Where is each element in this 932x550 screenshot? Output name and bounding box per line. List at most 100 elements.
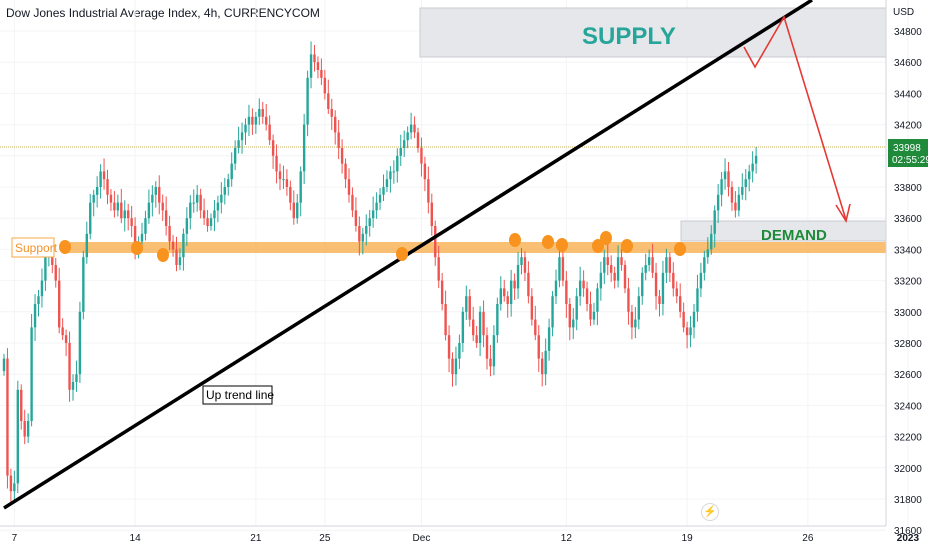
candle-body [120,202,123,219]
candle-body [630,311,634,328]
demand-label: DEMAND [761,227,827,244]
candle-body [44,257,47,281]
candle-body [634,319,637,328]
y-tick-label: 32600 [894,370,922,381]
candle-body [465,296,468,312]
lightning-icon[interactable]: ⚡ [701,503,719,521]
trend-label-box[interactable]: Up trend line [202,385,274,405]
candle-body [261,109,264,117]
candle-body [171,241,175,250]
support-touch-marker[interactable] [600,231,612,245]
candle-body [40,280,44,297]
support-touch-marker[interactable] [59,240,71,254]
bar-countdown: 02:55:29 [892,155,931,166]
candle-body [268,124,271,141]
support-touch-marker[interactable] [674,242,686,256]
candle-body [396,155,399,172]
candle-body [654,272,658,297]
candle-body [447,335,451,359]
support-touch-marker[interactable] [621,239,633,253]
candle-body [554,280,558,297]
candle-body [130,218,133,226]
candle-body [147,202,151,219]
candle-body [527,272,530,297]
candle-body [699,272,703,289]
candle-body [710,233,713,250]
candle-body [309,54,313,78]
candle-body [544,350,547,375]
candle-body [361,233,364,242]
x-tick-label: 21 [250,533,262,544]
candle-body [271,140,275,156]
candle-body [206,218,209,226]
current-price-tag[interactable]: 33998 02:55:29 [888,139,931,167]
candle-body [420,148,423,164]
candle-body [13,483,16,492]
candle-body [175,249,178,265]
candle-body [506,296,509,304]
candle-body [244,124,247,133]
candle-body [344,163,347,180]
candle-body [82,257,85,312]
candle-body [568,304,571,328]
support-touch-marker[interactable] [556,238,568,252]
candle-body [337,132,340,148]
candle-body [151,194,154,203]
candle-body [478,311,482,343]
candle-body [33,304,37,328]
candle-body [558,257,561,281]
support-touch-marker[interactable] [157,248,169,262]
candle-body [106,179,109,195]
candle-body [196,194,199,203]
candle-body [2,358,6,372]
candle-body [637,296,640,320]
support-touch-marker[interactable] [131,241,143,255]
support-band[interactable] [62,242,886,253]
candle-body [144,218,147,234]
candle-body [64,335,68,343]
chart-title: Dow Jones Industrial Average Index, 4h, … [6,6,320,20]
candle-body [658,296,661,304]
candle-body [727,171,730,187]
candle-body [589,304,592,320]
candle-body [306,77,309,125]
candle-body [596,288,599,312]
candle-body [251,116,254,125]
candle-body [320,70,323,78]
projection-arrow[interactable] [743,15,847,221]
candle-body [58,280,61,328]
supply-zone[interactable] [419,7,887,58]
support-touch-marker[interactable] [396,247,408,261]
candle-body [644,265,647,273]
candle-body [382,187,385,195]
candle-body [164,210,168,226]
candle-body [582,280,585,289]
x-tick-label: 12 [561,533,573,544]
candle-body [71,382,75,390]
support-touch-marker[interactable] [592,239,604,253]
candle-body [530,296,534,320]
support-label-box[interactable]: Support [11,237,58,258]
y-tick-label: 31800 [894,495,922,506]
support-touch-marker[interactable] [509,233,521,247]
candle-body [192,202,195,204]
candle-body [16,389,19,484]
candle-body [603,257,606,273]
candle-body [403,140,406,148]
current-price: 33998 [893,143,921,154]
candle-body [95,187,99,195]
candle-body [182,233,185,258]
candle-body [534,319,537,336]
trend-label: Up trend line [206,388,274,402]
candle-body [692,311,696,328]
candle-body [351,194,354,211]
x-tick-label: 2023 [897,533,920,544]
candle-body [610,265,613,273]
candle-body [647,257,651,265]
support-touch-marker[interactable] [542,235,554,249]
candle-body [278,171,282,180]
candle-body [265,116,268,125]
candles [2,41,758,504]
candle-body [78,311,82,375]
